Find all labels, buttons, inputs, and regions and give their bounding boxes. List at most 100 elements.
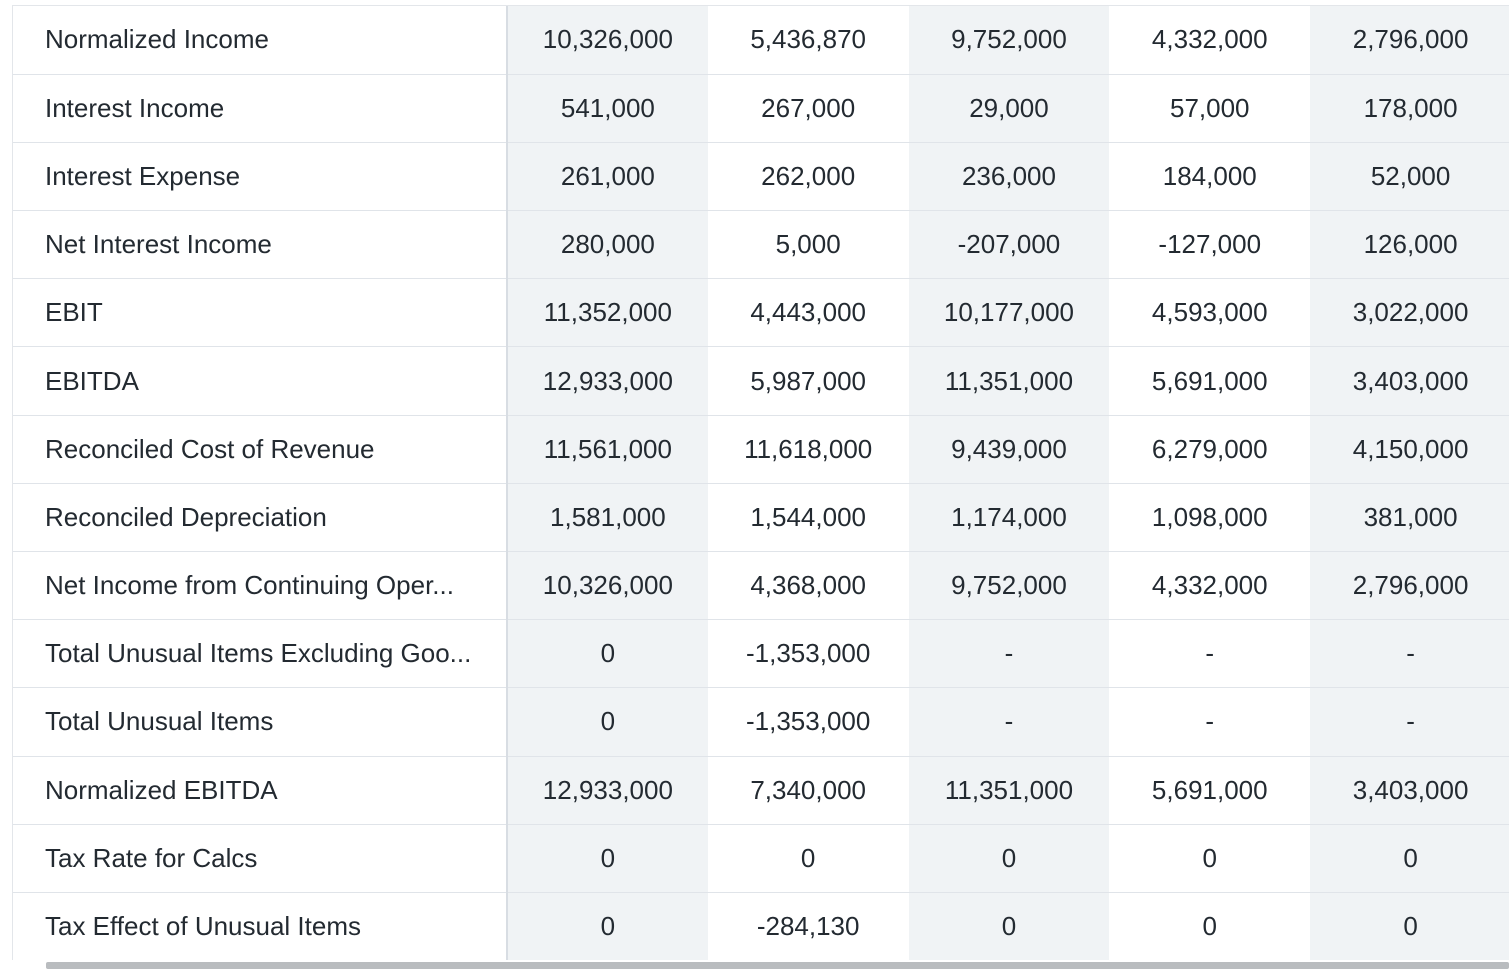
- row-label: Reconciled Cost of Revenue: [13, 415, 508, 484]
- table-cell: 5,436,870: [707, 6, 909, 75]
- table-cell: 4,332,000: [1109, 551, 1311, 621]
- table-cell: 184,000: [1109, 142, 1311, 212]
- table-row: Interest Income 541,000 267,000 29,000 57,00…: [13, 74, 1509, 143]
- table-cell: 280,000: [506, 210, 708, 280]
- table-cell: 10,177,000: [908, 278, 1110, 348]
- financials-grid: Normalized Income 10,326,000 5,436,870 9,75…: [13, 6, 1509, 960]
- row-label: Tax Effect of Unusual Items: [13, 892, 508, 960]
- table-cell: 126,000: [1310, 210, 1509, 280]
- table-cell: 0: [1310, 824, 1509, 893]
- table-row: Net Interest Income 280,000 5,000 -207,000-…: [13, 210, 1509, 280]
- table-cell: 11,351,000: [908, 346, 1110, 416]
- row-label: Tax Rate for Calcs: [13, 824, 508, 893]
- table-cell: 3,403,000: [1310, 756, 1509, 825]
- table-cell: 1,174,000: [908, 483, 1110, 553]
- table-cell: 29,000: [908, 74, 1110, 143]
- row-label: Interest Expense: [13, 142, 508, 212]
- table-cell: 5,691,000: [1109, 346, 1311, 416]
- table-cell: 57,000: [1109, 74, 1311, 143]
- table-cell: 0: [707, 824, 909, 893]
- table-cell: 11,352,000: [506, 278, 708, 348]
- table-cell: 7,340,000: [707, 756, 909, 825]
- row-label: Net Income from Continuing Oper...: [13, 551, 508, 621]
- table-cell: -: [1109, 619, 1311, 689]
- table-cell: 261,000: [506, 142, 708, 212]
- table-cell: 10,326,000: [506, 551, 708, 621]
- table-cell: 11,618,000: [707, 415, 909, 484]
- table-cell: 5,691,000: [1109, 756, 1311, 825]
- table-cell: 9,752,000: [908, 551, 1110, 621]
- row-label: Net Interest Income: [13, 210, 508, 280]
- table-row: Tax Rate for Calcs 0 0 0 0 0: [13, 824, 1509, 893]
- table-cell: 9,439,000: [908, 415, 1110, 484]
- table-cell: 4,443,000: [707, 278, 909, 348]
- table-cell: 6,279,000: [1109, 415, 1311, 484]
- table-cell: 262,000: [707, 142, 909, 212]
- table-row: Interest Expense 261,000 262,000 236,000 184…: [13, 142, 1509, 212]
- table-cell: 236,000: [908, 142, 1110, 212]
- table-cell: 0: [506, 619, 708, 689]
- table-cell: 1,544,000: [707, 483, 909, 553]
- table-cell: 1,098,000: [1109, 483, 1311, 553]
- table-row: Reconciled Depreciation 1,581,000 1,544,00…: [13, 483, 1509, 553]
- table-cell: 1,581,000: [506, 483, 708, 553]
- table-row: Normalized EBITDA 12,933,000 7,340,000 11,3…: [13, 756, 1509, 825]
- table-cell: 0: [908, 824, 1110, 893]
- table-cell: 5,000: [707, 210, 909, 280]
- row-label: Interest Income: [13, 74, 508, 143]
- table-row: Total Unusual Items Excluding Goo... 0 -1,…: [13, 619, 1509, 689]
- table-cell: 4,150,000: [1310, 415, 1509, 484]
- table-cell: -: [908, 619, 1110, 689]
- table-cell: -207,000: [908, 210, 1110, 280]
- table-cell: 381,000: [1310, 483, 1509, 553]
- table-cell: -127,000: [1109, 210, 1311, 280]
- table-cell: 2,796,000: [1310, 551, 1509, 621]
- table-cell: 9,752,000: [908, 6, 1110, 75]
- table-cell: 4,593,000: [1109, 278, 1311, 348]
- table-cell: 0: [506, 892, 708, 960]
- table-cell: 3,022,000: [1310, 278, 1509, 348]
- table-cell: 0: [1109, 824, 1311, 893]
- table-cell: 178,000: [1310, 74, 1509, 143]
- table-cell: 0: [1109, 892, 1311, 960]
- table-cell: 267,000: [707, 74, 909, 143]
- table-cell: 52,000: [1310, 142, 1509, 212]
- table-cell: 12,933,000: [506, 756, 708, 825]
- table-row: Total Unusual Items 0 -1,353,000- - -: [13, 687, 1509, 757]
- table-row: Net Income from Continuing Oper... 10,326…: [13, 551, 1509, 621]
- table-cell: -: [908, 687, 1110, 757]
- table-cell: -1,353,000: [707, 687, 909, 757]
- table-cell: 5,987,000: [707, 346, 909, 416]
- table-cell: -284,130: [707, 892, 909, 960]
- table-cell: 0: [908, 892, 1110, 960]
- table-body: Normalized Income 10,326,000 5,436,870 9,75…: [13, 6, 1509, 960]
- table-cell: -: [1109, 687, 1311, 757]
- table-cell: 4,332,000: [1109, 6, 1311, 75]
- table-row: EBITDA 12,933,000 5,987,000 11,351,000 5,691…: [13, 346, 1509, 416]
- table-cell: 11,351,000: [908, 756, 1110, 825]
- row-label: Total Unusual Items: [13, 687, 508, 757]
- table-cell: 10,326,000: [506, 6, 708, 75]
- row-label: Normalized Income: [13, 6, 508, 75]
- table-cell: 541,000: [506, 74, 708, 143]
- table-cell: 3,403,000: [1310, 346, 1509, 416]
- table-cell: -: [1310, 687, 1509, 757]
- table-cell: 0: [506, 824, 708, 893]
- table-cell: -: [1310, 619, 1509, 689]
- income-statement-table: Normalized Income 10,326,000 5,436,870 9,75…: [12, 5, 1509, 960]
- table-row: EBIT 11,352,000 4,443,000 10,177,000 4,593,0…: [13, 278, 1509, 348]
- horizontal-scrollbar[interactable]: [46, 962, 1509, 969]
- table-cell: 12,933,000: [506, 346, 708, 416]
- table-cell: 4,368,000: [707, 551, 909, 621]
- table-cell: 0: [1310, 892, 1509, 960]
- table-cell: 11,561,000: [506, 415, 708, 484]
- row-label: Normalized EBITDA: [13, 756, 508, 825]
- row-label: EBIT: [13, 278, 508, 348]
- table-cell: -1,353,000: [707, 619, 909, 689]
- row-label: EBITDA: [13, 346, 508, 416]
- table-row: Normalized Income 10,326,000 5,436,870 9,75…: [13, 6, 1509, 75]
- table-cell: 0: [506, 687, 708, 757]
- table-row: Tax Effect of Unusual Items 0 -284,130 0 0 0: [13, 892, 1509, 960]
- table-row: Reconciled Cost of Revenue 11,561,000 11,6…: [13, 415, 1509, 484]
